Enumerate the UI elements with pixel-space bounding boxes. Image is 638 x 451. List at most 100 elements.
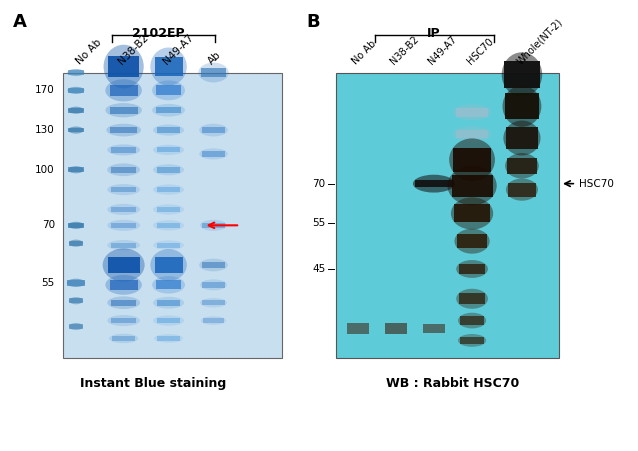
Bar xyxy=(63,101,282,115)
Bar xyxy=(63,115,282,130)
Ellipse shape xyxy=(151,249,187,281)
Ellipse shape xyxy=(153,164,184,175)
Bar xyxy=(157,243,181,248)
Bar xyxy=(107,257,140,273)
Bar xyxy=(110,127,137,133)
Ellipse shape xyxy=(458,334,486,347)
Bar xyxy=(156,281,181,289)
Ellipse shape xyxy=(69,323,83,330)
Bar xyxy=(508,183,536,197)
Ellipse shape xyxy=(107,296,140,309)
Ellipse shape xyxy=(68,106,84,114)
Ellipse shape xyxy=(154,334,183,343)
Bar xyxy=(459,293,486,304)
Bar xyxy=(63,330,282,344)
Bar xyxy=(63,258,282,272)
Bar xyxy=(63,73,282,87)
Ellipse shape xyxy=(151,47,187,86)
Ellipse shape xyxy=(200,298,227,308)
Bar xyxy=(157,223,181,228)
Ellipse shape xyxy=(68,222,84,229)
Ellipse shape xyxy=(109,334,138,343)
Bar xyxy=(346,323,369,334)
Text: 100: 100 xyxy=(35,165,55,175)
Bar xyxy=(108,55,139,78)
Bar xyxy=(460,316,484,325)
Ellipse shape xyxy=(152,104,185,116)
Bar xyxy=(63,73,282,358)
Bar xyxy=(63,244,282,258)
Bar xyxy=(69,324,83,329)
Ellipse shape xyxy=(68,166,84,173)
Text: 55: 55 xyxy=(41,278,55,288)
Bar xyxy=(111,222,137,228)
Ellipse shape xyxy=(199,259,228,272)
Bar xyxy=(452,175,493,197)
Bar xyxy=(112,336,135,341)
Text: N49-A7: N49-A7 xyxy=(161,32,196,67)
Ellipse shape xyxy=(505,153,539,179)
Ellipse shape xyxy=(68,69,84,76)
Ellipse shape xyxy=(68,126,84,133)
Bar xyxy=(63,158,282,173)
Ellipse shape xyxy=(503,86,542,127)
Bar xyxy=(69,299,83,303)
Bar xyxy=(157,147,181,152)
Bar xyxy=(63,287,282,301)
Bar xyxy=(68,70,84,75)
Bar xyxy=(415,180,453,187)
Ellipse shape xyxy=(153,220,184,230)
Ellipse shape xyxy=(451,198,493,230)
Bar xyxy=(157,300,181,306)
Bar xyxy=(454,204,489,222)
Ellipse shape xyxy=(456,260,488,278)
Ellipse shape xyxy=(107,144,140,156)
Bar xyxy=(111,243,137,248)
Bar xyxy=(202,127,225,133)
Bar xyxy=(63,87,282,101)
Bar xyxy=(63,272,282,287)
Ellipse shape xyxy=(153,124,184,136)
Bar xyxy=(68,88,84,93)
Bar xyxy=(157,318,181,323)
Ellipse shape xyxy=(105,275,142,295)
Ellipse shape xyxy=(69,239,83,247)
Ellipse shape xyxy=(107,163,140,176)
Bar xyxy=(111,147,137,153)
Text: N38-B2: N38-B2 xyxy=(117,32,151,67)
Bar xyxy=(507,158,537,174)
Ellipse shape xyxy=(153,297,184,308)
Ellipse shape xyxy=(152,276,185,294)
Text: B: B xyxy=(306,13,320,31)
Ellipse shape xyxy=(453,126,491,142)
Ellipse shape xyxy=(103,45,144,88)
Bar xyxy=(63,216,282,230)
Bar xyxy=(63,187,282,201)
Bar xyxy=(68,128,84,133)
Text: N38-B2: N38-B2 xyxy=(389,34,421,67)
Ellipse shape xyxy=(107,220,140,231)
Bar xyxy=(63,201,282,216)
Bar xyxy=(456,108,488,116)
Text: 55: 55 xyxy=(312,218,325,228)
Bar xyxy=(111,299,137,306)
Ellipse shape xyxy=(506,179,538,201)
Bar xyxy=(202,262,225,268)
Ellipse shape xyxy=(200,220,227,231)
Ellipse shape xyxy=(69,297,83,304)
Ellipse shape xyxy=(107,184,140,195)
Ellipse shape xyxy=(67,279,85,287)
Ellipse shape xyxy=(456,289,488,309)
Bar xyxy=(157,187,181,192)
Bar xyxy=(63,315,282,330)
Bar xyxy=(68,167,84,172)
Bar xyxy=(111,318,137,323)
Bar xyxy=(154,57,182,76)
Text: WB : Rabbit HSC70: WB : Rabbit HSC70 xyxy=(387,377,519,390)
Text: 130: 130 xyxy=(35,125,55,135)
Bar xyxy=(63,144,282,158)
Bar xyxy=(459,264,486,274)
Text: N49-A7: N49-A7 xyxy=(427,34,459,67)
Text: HSC70: HSC70 xyxy=(579,179,614,189)
Text: 2102EP: 2102EP xyxy=(133,27,185,40)
